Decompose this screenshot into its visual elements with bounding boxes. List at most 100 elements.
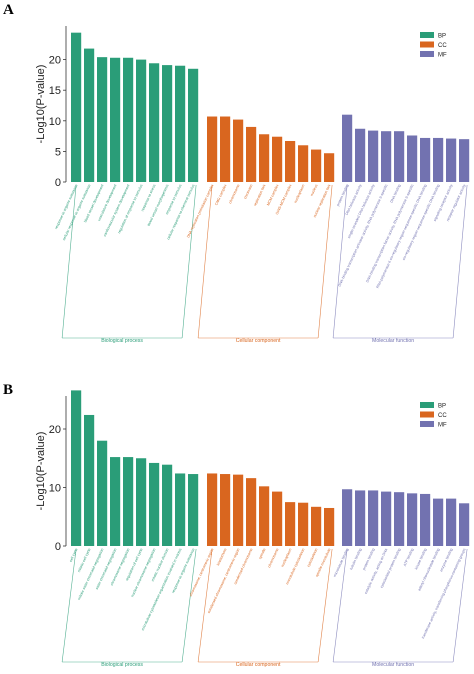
bar bbox=[446, 499, 456, 546]
term-label: enzyme binding bbox=[439, 548, 453, 573]
term-label: nucleoplasm bbox=[293, 184, 305, 204]
bar bbox=[71, 33, 81, 182]
legend-swatch bbox=[420, 402, 434, 408]
bar bbox=[207, 473, 217, 546]
bar bbox=[324, 508, 334, 546]
group-cc: DNA replication preinitiation complex CMG… bbox=[186, 117, 334, 344]
panel-letter-a: A bbox=[3, 2, 14, 18]
group-label: Cellular component bbox=[236, 662, 281, 668]
legend-entry: BP bbox=[438, 34, 446, 40]
legend-swatch bbox=[420, 412, 434, 418]
group-label: Biological process bbox=[101, 662, 143, 668]
group-mf: protein bindingDNA helicase activitysing… bbox=[333, 115, 469, 344]
panel-letter-b: B bbox=[3, 382, 13, 398]
term-label: mitotic sister chromatid segregation bbox=[77, 548, 105, 601]
bar bbox=[407, 493, 417, 546]
term-label: replication fork bbox=[253, 184, 267, 207]
bar bbox=[394, 131, 404, 182]
group-bracket-left bbox=[62, 549, 76, 662]
y-tick-label: 0 bbox=[55, 541, 61, 553]
legend-entry: CC bbox=[438, 43, 447, 49]
bar bbox=[136, 60, 146, 182]
bar bbox=[246, 127, 256, 182]
term-label: mitotic cell cycle bbox=[77, 548, 92, 573]
bar bbox=[311, 150, 321, 182]
group-mf: microtubule binding tubulin binding protei… bbox=[333, 489, 469, 668]
term-label: nucleoplasm bbox=[280, 548, 292, 568]
bar bbox=[381, 492, 391, 546]
legend-entry: MF bbox=[438, 423, 447, 429]
bar bbox=[459, 139, 469, 182]
bar bbox=[285, 502, 295, 546]
panel-a: 0 5 10 15 20-Log10(P-value) response to organ… bbox=[35, 26, 469, 344]
bar bbox=[342, 489, 352, 546]
bar bbox=[149, 63, 159, 182]
term-label: DNA-binding transcription activator acti… bbox=[337, 184, 388, 288]
legend-swatch bbox=[420, 51, 434, 57]
bar bbox=[420, 494, 430, 546]
bar bbox=[298, 503, 308, 546]
legend-entry: CC bbox=[438, 413, 447, 419]
bar bbox=[259, 486, 269, 546]
bar bbox=[175, 473, 185, 546]
bar bbox=[110, 457, 120, 546]
term-label: response to organic substance bbox=[54, 184, 78, 230]
term-label: MCM complex bbox=[266, 184, 279, 207]
bar bbox=[188, 474, 198, 546]
bar bbox=[233, 120, 243, 182]
term-label: catalytic activity, acting on DNA bbox=[364, 547, 389, 594]
bar bbox=[233, 475, 243, 546]
term-label: nuclear chromosome segregation bbox=[130, 548, 156, 598]
term-label: cytoskeleton bbox=[306, 548, 318, 568]
bar bbox=[272, 137, 282, 182]
bar bbox=[84, 49, 94, 182]
y-tick-label: 20 bbox=[49, 424, 61, 436]
y-axis-title: -Log10(P-value) bbox=[35, 65, 47, 144]
bar bbox=[84, 415, 94, 546]
bar bbox=[175, 66, 185, 182]
term-label: ATP binding bbox=[403, 548, 415, 567]
bar bbox=[446, 139, 456, 182]
term-label: spindle bbox=[258, 548, 266, 560]
bar bbox=[136, 458, 146, 546]
term-label: chromosome bbox=[228, 184, 240, 205]
bar bbox=[355, 490, 365, 546]
y-tick-label: 20 bbox=[49, 55, 61, 67]
legend: BP CC MF bbox=[420, 32, 447, 59]
bar bbox=[246, 478, 256, 546]
legend-swatch bbox=[420, 32, 434, 38]
term-label: kinetochore bbox=[216, 548, 227, 567]
bar bbox=[259, 134, 269, 182]
term-label: DNA binding bbox=[389, 184, 401, 204]
bar bbox=[149, 463, 159, 546]
bar bbox=[394, 492, 404, 546]
group-label: Cellular component bbox=[236, 338, 281, 344]
term-label: tubulin binding bbox=[349, 548, 362, 571]
bar bbox=[368, 490, 378, 546]
legend-swatch bbox=[420, 421, 434, 427]
bar bbox=[298, 145, 308, 182]
bar bbox=[123, 58, 133, 182]
term-label: kinase binding bbox=[414, 548, 427, 571]
legend-entry: MF bbox=[438, 53, 447, 59]
y-tick-label: 10 bbox=[49, 483, 61, 495]
bar bbox=[220, 117, 230, 182]
bar bbox=[71, 390, 81, 546]
bar bbox=[207, 117, 217, 182]
bar bbox=[97, 441, 107, 546]
term-label: protein binding bbox=[336, 184, 350, 207]
group-label: Biological process bbox=[101, 338, 143, 344]
group-label: Molecular function bbox=[372, 662, 414, 668]
bar bbox=[272, 492, 282, 546]
group-label: Molecular function bbox=[372, 338, 414, 344]
bar bbox=[311, 507, 321, 546]
bar bbox=[355, 129, 365, 182]
term-label: CMG complex bbox=[214, 184, 227, 207]
bar bbox=[220, 474, 230, 546]
group-cc: chromosome, centromeric region kinetochor… bbox=[189, 473, 335, 668]
bar bbox=[381, 131, 391, 182]
